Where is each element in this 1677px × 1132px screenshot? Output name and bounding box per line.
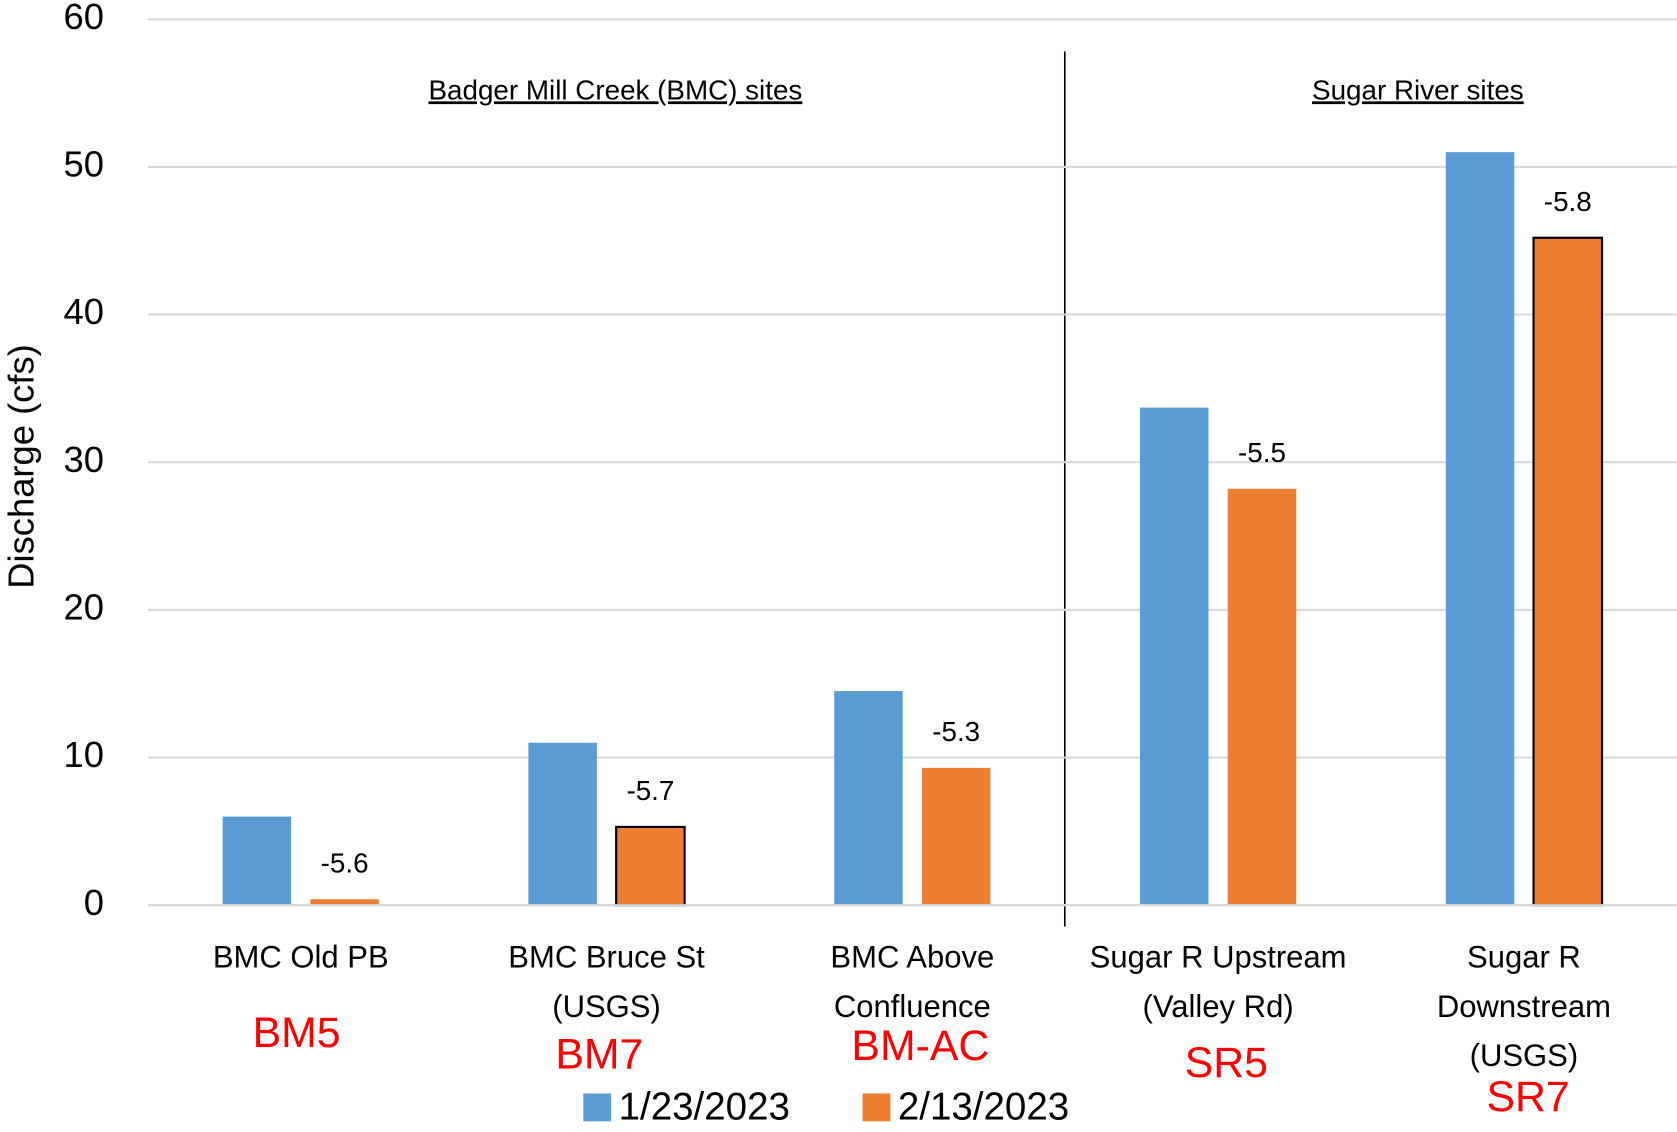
y-tick-label: 50 (64, 144, 104, 185)
bar-annotation: -5.5 (1238, 437, 1286, 468)
group-label: Sugar River sites (1312, 74, 1524, 105)
bar-annotation: -5.8 (1544, 186, 1592, 217)
bar-annotation: -5.7 (626, 775, 674, 806)
y-axis-title: Discharge (cfs) (0, 344, 41, 588)
legend-swatch (862, 1093, 891, 1122)
bar (834, 691, 903, 906)
x-tick-label: BMC Old PB (213, 940, 389, 975)
x-tick-label: BMC Bruce St (USGS) (508, 940, 705, 1024)
y-tick-label: 10 (64, 734, 104, 775)
site-code: BM7 (555, 1030, 643, 1078)
bar-annotation: -5.6 (321, 847, 369, 878)
site-code: SR5 (1185, 1039, 1268, 1087)
y-tick-label: 40 (64, 291, 104, 332)
x-tick-label: Sugar R Upstream (Valley Rd) (1090, 940, 1347, 1024)
bar (921, 767, 991, 906)
bar (1227, 488, 1297, 906)
x-tick-label: BMC Above Confluence (830, 940, 994, 1024)
bar (1445, 152, 1515, 906)
legend-label: 2/13/2023 (898, 1086, 1069, 1129)
bar-annotation: -5.3 (932, 716, 980, 747)
y-tick-label: 20 (64, 586, 104, 627)
site-code: BM5 (253, 1009, 341, 1057)
y-tick-label: 60 (64, 0, 104, 37)
site-code: SR7 (1486, 1073, 1569, 1121)
site-code: BM-AC (851, 1022, 989, 1070)
group-label: Badger Mill Creek (BMC) sites (429, 74, 803, 105)
bar (1532, 236, 1604, 907)
legend-label: 1/23/2023 (619, 1086, 790, 1129)
bar (310, 899, 379, 906)
bar (615, 825, 686, 907)
y-tick-label: 0 (84, 882, 104, 923)
bar (1140, 407, 1209, 906)
bar (222, 816, 292, 906)
x-tick-label: Sugar R Downstream (USGS) (1437, 940, 1611, 1073)
bar (528, 742, 597, 906)
legend-swatch (583, 1093, 612, 1122)
y-tick-label: 30 (64, 439, 104, 480)
